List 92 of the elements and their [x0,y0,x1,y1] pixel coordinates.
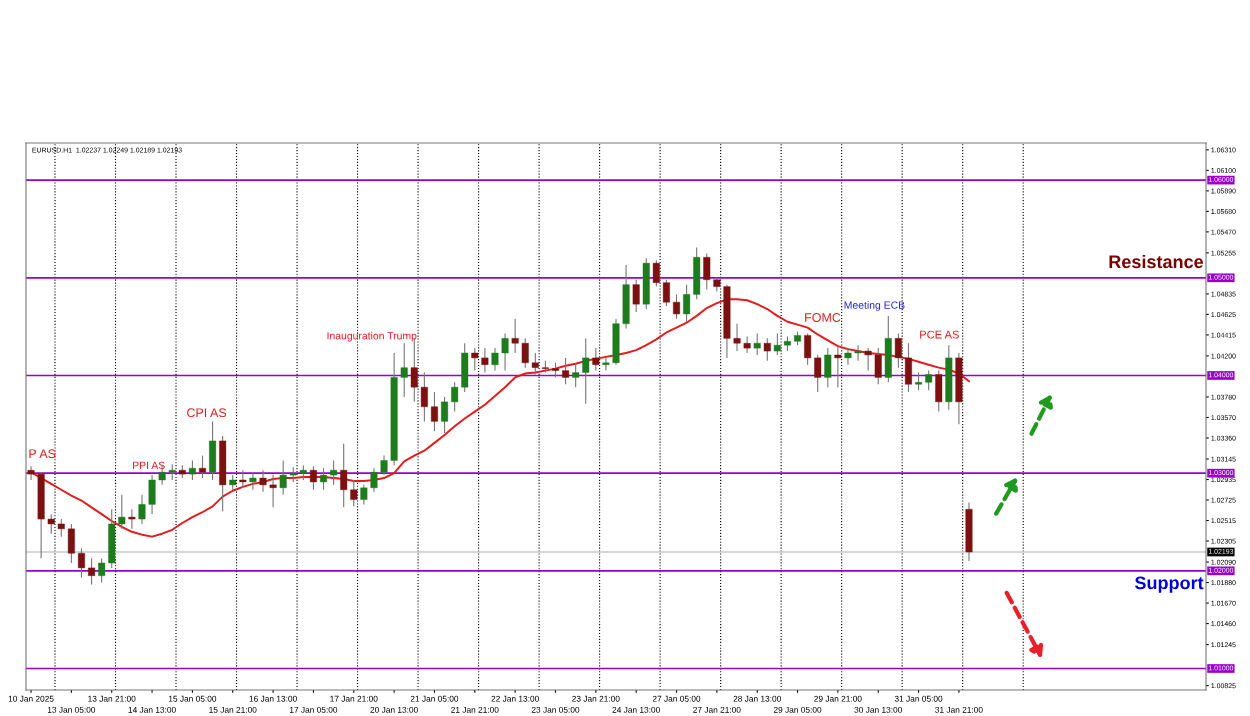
candlestick [743,335,751,354]
x-tick-label: 27 Jan 21:00 [693,706,741,713]
x-tick-label: 27 Jan 05:00 [652,695,701,702]
annotation: Support [1134,576,1204,593]
x-tick-label: 15 Jan 21:00 [209,706,257,713]
x-tick-label: 13 Jan 21:00 [88,695,136,702]
candlestick [249,472,257,491]
candlestick [360,484,368,505]
candlestick [420,371,428,422]
candlestick [269,474,277,508]
candlestick [683,284,691,323]
candlestick [491,347,499,372]
x-tick-label: 10 Jan 2025 [8,695,54,702]
candlestick [814,354,822,393]
candlestick [572,362,580,388]
candlestick [471,347,479,372]
candlestick [430,391,438,432]
candlestick [632,279,640,313]
candlestick [662,279,670,307]
candlestick [47,513,55,535]
candlestick [279,459,287,496]
candlestick [400,342,408,398]
x-tick-label: 29 Jan 21:00 [814,695,862,702]
candlestick [350,479,358,507]
candlestick [733,323,741,352]
candlestick [773,332,781,356]
x-tick-label: 17 Jan 21:00 [330,695,378,702]
x-tick-label: 31 Jan 21:00 [935,706,983,713]
annotation: PCE AS [920,330,959,339]
candlestick [824,347,832,388]
candlestick [199,455,206,479]
candlestick [531,352,539,376]
candlestick [380,455,388,476]
x-tick-label: 28 Jan 13:00 [733,695,781,702]
candlestick [673,293,680,320]
annotation: Meeting ECB [844,301,905,311]
x-tick-label: 14 Jan 13:00 [128,706,176,713]
candlestick [98,557,106,584]
candlestick [128,508,136,530]
x-tick-label: 23 Jan 21:00 [572,695,620,702]
candlestick [188,459,196,481]
x-tick-label: 31 Jan 05:00 [894,695,943,702]
candlestick [763,337,771,362]
x-tick-label: 21 Jan 21:00 [451,706,499,713]
candlestick [703,252,711,291]
candlestick [874,347,882,385]
candlestick [521,337,529,369]
candlestick [309,465,317,491]
annotation: PPI AS [133,461,165,470]
candlestick [451,381,459,413]
candlestick [592,347,600,372]
annotation: CPI AS [187,408,227,418]
candlestick [118,494,126,530]
candlestick [864,347,872,372]
x-tick-label: 21 Jan 05:00 [410,695,459,702]
x-tick-label: 20 Jan 13:00 [370,706,418,713]
x-tick-label: 15 Jan 05:00 [168,695,217,702]
x-tick-label: 17 Jan 05:00 [289,706,338,713]
candlestick [259,469,267,493]
candlestick [925,370,933,391]
candlestick [370,467,378,493]
annotation: P AS [29,449,56,459]
candlestick [834,345,842,388]
x-tick-label: 24 Jan 13:00 [612,706,660,713]
candlestick [501,332,509,372]
candlestick [77,547,85,579]
candlestick [481,347,489,374]
candlestick [582,337,590,405]
x-tick-label: 22 Jan 13:00 [491,695,539,702]
candlestick [562,357,570,385]
x-tick-label: 16 Jan 13:00 [249,695,297,702]
candlestick [138,494,146,525]
candlestick [894,332,902,369]
candlestick [88,557,96,586]
candlestick [844,347,852,366]
x-tick-label: 30 Jan 13:00 [854,706,902,713]
candlestick [602,357,610,372]
x-tick-label: 29 Jan 05:00 [773,706,822,713]
candlestick [652,259,660,288]
candlestick [511,318,519,354]
candlestick [330,459,338,486]
annotation: Resistance [1109,254,1204,269]
candlestick [340,443,348,508]
annotation: Inauguration Trump [327,331,417,342]
x-tick-label: 13 Jan 05:00 [47,706,96,713]
candlestick [320,467,328,491]
candlestick [854,344,862,362]
candlestick [441,396,449,434]
annotation: FOMC [805,313,841,322]
candlestick [804,332,812,366]
candlestick [753,332,761,356]
x-tick-label: 23 Jan 05:00 [531,706,580,713]
